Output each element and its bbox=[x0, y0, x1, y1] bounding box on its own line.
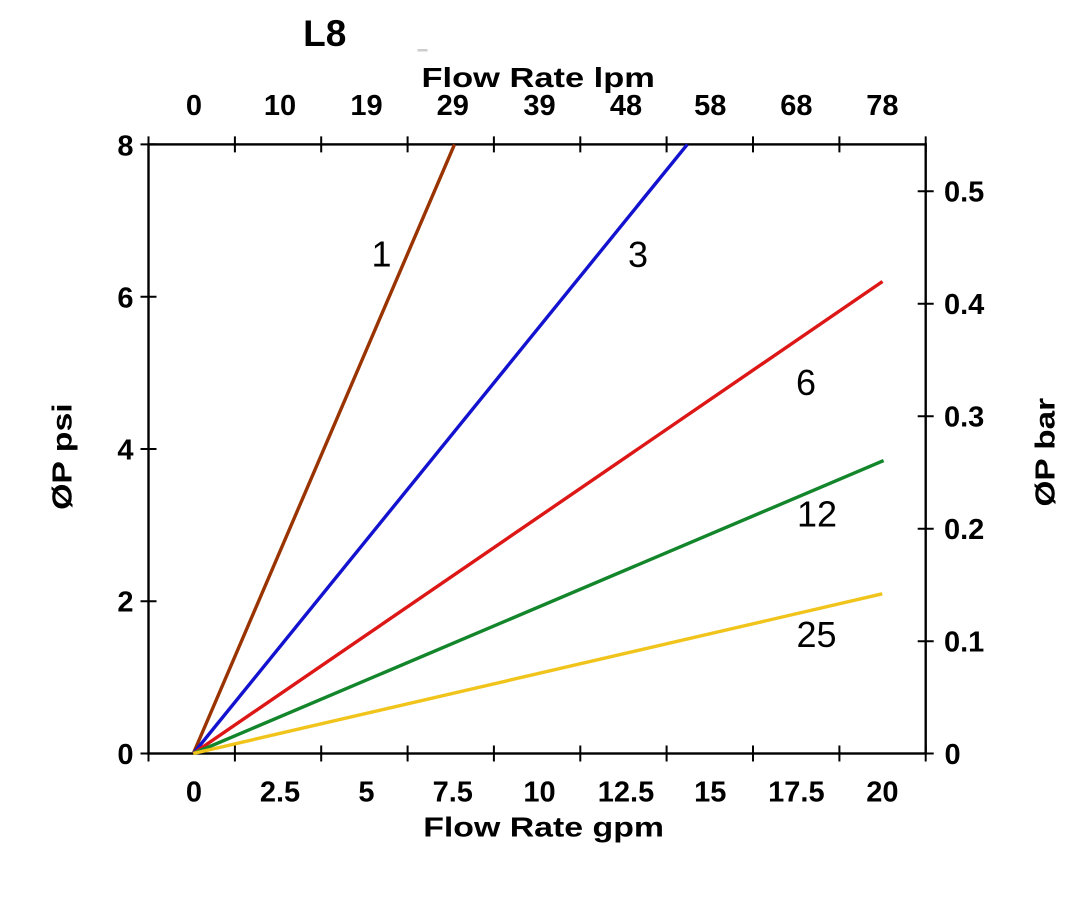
svg-text:58: 58 bbox=[694, 90, 726, 122]
svg-text:0: 0 bbox=[186, 90, 202, 122]
svg-text:0.5: 0.5 bbox=[944, 177, 984, 209]
svg-text:3: 3 bbox=[628, 234, 648, 275]
svg-text:6: 6 bbox=[117, 282, 133, 314]
svg-text:10: 10 bbox=[264, 90, 296, 122]
svg-text:17.5: 17.5 bbox=[768, 777, 824, 809]
svg-text:5: 5 bbox=[358, 777, 374, 809]
svg-text:L8: L8 bbox=[303, 13, 346, 54]
svg-text:48: 48 bbox=[610, 90, 642, 122]
svg-text:Flow Rate lpm: Flow Rate lpm bbox=[422, 62, 655, 93]
svg-text:78: 78 bbox=[866, 90, 898, 122]
svg-text:25: 25 bbox=[796, 614, 836, 655]
svg-text:0.3: 0.3 bbox=[944, 402, 984, 434]
svg-text:12.5: 12.5 bbox=[598, 777, 654, 809]
svg-text:29: 29 bbox=[437, 90, 469, 122]
svg-text:ØP psi: ØP psi bbox=[46, 403, 78, 510]
svg-text:8: 8 bbox=[117, 130, 133, 162]
svg-text:0: 0 bbox=[186, 777, 202, 809]
svg-text:15: 15 bbox=[694, 777, 726, 809]
svg-text:4: 4 bbox=[117, 434, 133, 466]
svg-text:19: 19 bbox=[350, 90, 382, 122]
svg-text:12: 12 bbox=[797, 494, 837, 535]
svg-text:10: 10 bbox=[523, 777, 555, 809]
svg-text:1: 1 bbox=[371, 234, 391, 275]
svg-text:0: 0 bbox=[945, 739, 961, 771]
svg-text:0.1: 0.1 bbox=[944, 627, 984, 659]
svg-text:6: 6 bbox=[796, 362, 816, 403]
svg-text:39: 39 bbox=[523, 90, 555, 122]
svg-text:68: 68 bbox=[780, 90, 812, 122]
svg-text:20: 20 bbox=[866, 777, 898, 809]
svg-text:Flow Rate gpm: Flow Rate gpm bbox=[423, 811, 664, 843]
svg-text:0.2: 0.2 bbox=[944, 514, 984, 546]
svg-text:7.5: 7.5 bbox=[433, 777, 473, 809]
svg-text:2: 2 bbox=[117, 586, 133, 618]
svg-text:0: 0 bbox=[117, 739, 133, 771]
svg-text:ØP bar: ØP bar bbox=[1029, 398, 1061, 507]
svg-text:2.5: 2.5 bbox=[260, 777, 300, 809]
svg-text:0.4: 0.4 bbox=[944, 289, 984, 321]
